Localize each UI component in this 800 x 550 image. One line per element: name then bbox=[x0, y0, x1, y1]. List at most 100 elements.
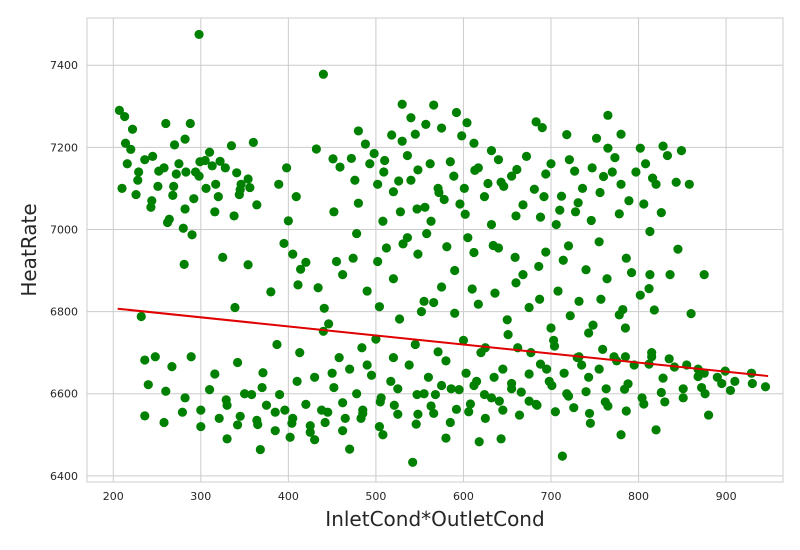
data-point bbox=[211, 179, 221, 189]
x-tick-label: 600 bbox=[453, 490, 474, 503]
data-point bbox=[389, 400, 399, 410]
data-point bbox=[327, 368, 337, 378]
data-point bbox=[319, 303, 329, 313]
data-point bbox=[541, 169, 551, 179]
data-point bbox=[329, 207, 339, 217]
data-point bbox=[559, 368, 569, 378]
data-point bbox=[442, 242, 452, 252]
data-point bbox=[413, 409, 423, 419]
data-point bbox=[340, 413, 350, 423]
data-point bbox=[445, 157, 455, 167]
data-point bbox=[570, 166, 580, 176]
data-point bbox=[483, 178, 493, 189]
data-point bbox=[210, 369, 220, 379]
y-tick-label: 6600 bbox=[50, 388, 78, 401]
data-point bbox=[436, 123, 447, 133]
data-point bbox=[180, 393, 190, 403]
data-point bbox=[362, 360, 372, 370]
data-point bbox=[594, 237, 604, 247]
data-point bbox=[348, 253, 358, 263]
data-point bbox=[562, 130, 572, 140]
data-point bbox=[446, 384, 456, 394]
data-point bbox=[645, 270, 655, 280]
data-point bbox=[430, 389, 441, 400]
y-tick-labels: 6400 6600 6800 7000 7200 7400 bbox=[50, 59, 78, 483]
data-point bbox=[117, 183, 127, 194]
data-points bbox=[114, 29, 771, 467]
data-point bbox=[161, 118, 171, 129]
data-point bbox=[703, 410, 714, 420]
data-point bbox=[479, 389, 490, 400]
data-point bbox=[133, 175, 143, 185]
data-point bbox=[410, 129, 420, 139]
data-point bbox=[584, 328, 594, 338]
data-point bbox=[551, 219, 561, 230]
data-point bbox=[328, 154, 338, 164]
data-point bbox=[553, 286, 563, 296]
x-tick-label: 900 bbox=[716, 490, 737, 503]
data-point bbox=[469, 247, 479, 258]
data-point bbox=[378, 430, 388, 440]
data-point bbox=[413, 249, 423, 259]
data-point bbox=[595, 187, 605, 198]
data-point bbox=[460, 209, 470, 219]
data-point bbox=[207, 161, 217, 171]
y-tick-label: 6400 bbox=[50, 470, 78, 483]
data-point bbox=[366, 370, 377, 380]
data-point bbox=[218, 252, 228, 262]
data-point bbox=[584, 372, 594, 382]
data-point bbox=[524, 302, 534, 313]
data-point bbox=[378, 216, 388, 226]
data-point bbox=[134, 167, 144, 177]
data-point bbox=[433, 183, 443, 194]
data-point bbox=[658, 373, 668, 383]
data-point bbox=[196, 405, 206, 415]
data-point bbox=[261, 400, 272, 410]
data-point bbox=[226, 141, 237, 151]
data-point bbox=[644, 283, 654, 294]
data-point bbox=[549, 335, 559, 345]
data-point bbox=[318, 69, 328, 79]
data-point bbox=[168, 190, 178, 200]
data-point bbox=[493, 155, 504, 165]
data-point bbox=[161, 386, 171, 396]
data-point bbox=[143, 380, 153, 390]
data-point bbox=[621, 253, 631, 263]
data-point bbox=[422, 228, 432, 239]
data-point bbox=[120, 138, 131, 148]
data-point bbox=[126, 144, 136, 154]
data-point bbox=[120, 111, 130, 122]
data-point bbox=[760, 382, 771, 392]
data-point bbox=[676, 146, 687, 156]
data-point bbox=[621, 406, 631, 416]
data-point bbox=[498, 364, 508, 374]
data-point bbox=[305, 421, 315, 431]
data-point bbox=[285, 432, 295, 442]
data-point bbox=[529, 184, 539, 194]
data-point bbox=[406, 175, 416, 185]
data-point bbox=[393, 409, 403, 419]
data-point bbox=[639, 199, 649, 209]
data-point bbox=[665, 270, 675, 280]
data-point bbox=[353, 126, 363, 136]
data-point bbox=[441, 433, 451, 443]
data-point bbox=[645, 226, 655, 237]
data-point bbox=[150, 352, 160, 362]
data-point bbox=[234, 189, 244, 200]
data-point bbox=[429, 297, 439, 308]
data-point bbox=[311, 144, 321, 154]
data-point bbox=[397, 99, 407, 109]
data-point bbox=[402, 150, 413, 161]
data-point bbox=[486, 146, 497, 156]
data-point bbox=[393, 384, 403, 394]
data-point bbox=[253, 419, 263, 430]
data-point bbox=[565, 311, 575, 321]
data-point bbox=[239, 389, 250, 399]
data-point bbox=[581, 387, 591, 397]
data-point bbox=[684, 179, 694, 189]
data-point bbox=[555, 205, 565, 215]
data-point bbox=[352, 228, 362, 239]
data-point bbox=[476, 348, 486, 358]
data-point bbox=[426, 216, 436, 226]
data-point bbox=[458, 335, 469, 345]
